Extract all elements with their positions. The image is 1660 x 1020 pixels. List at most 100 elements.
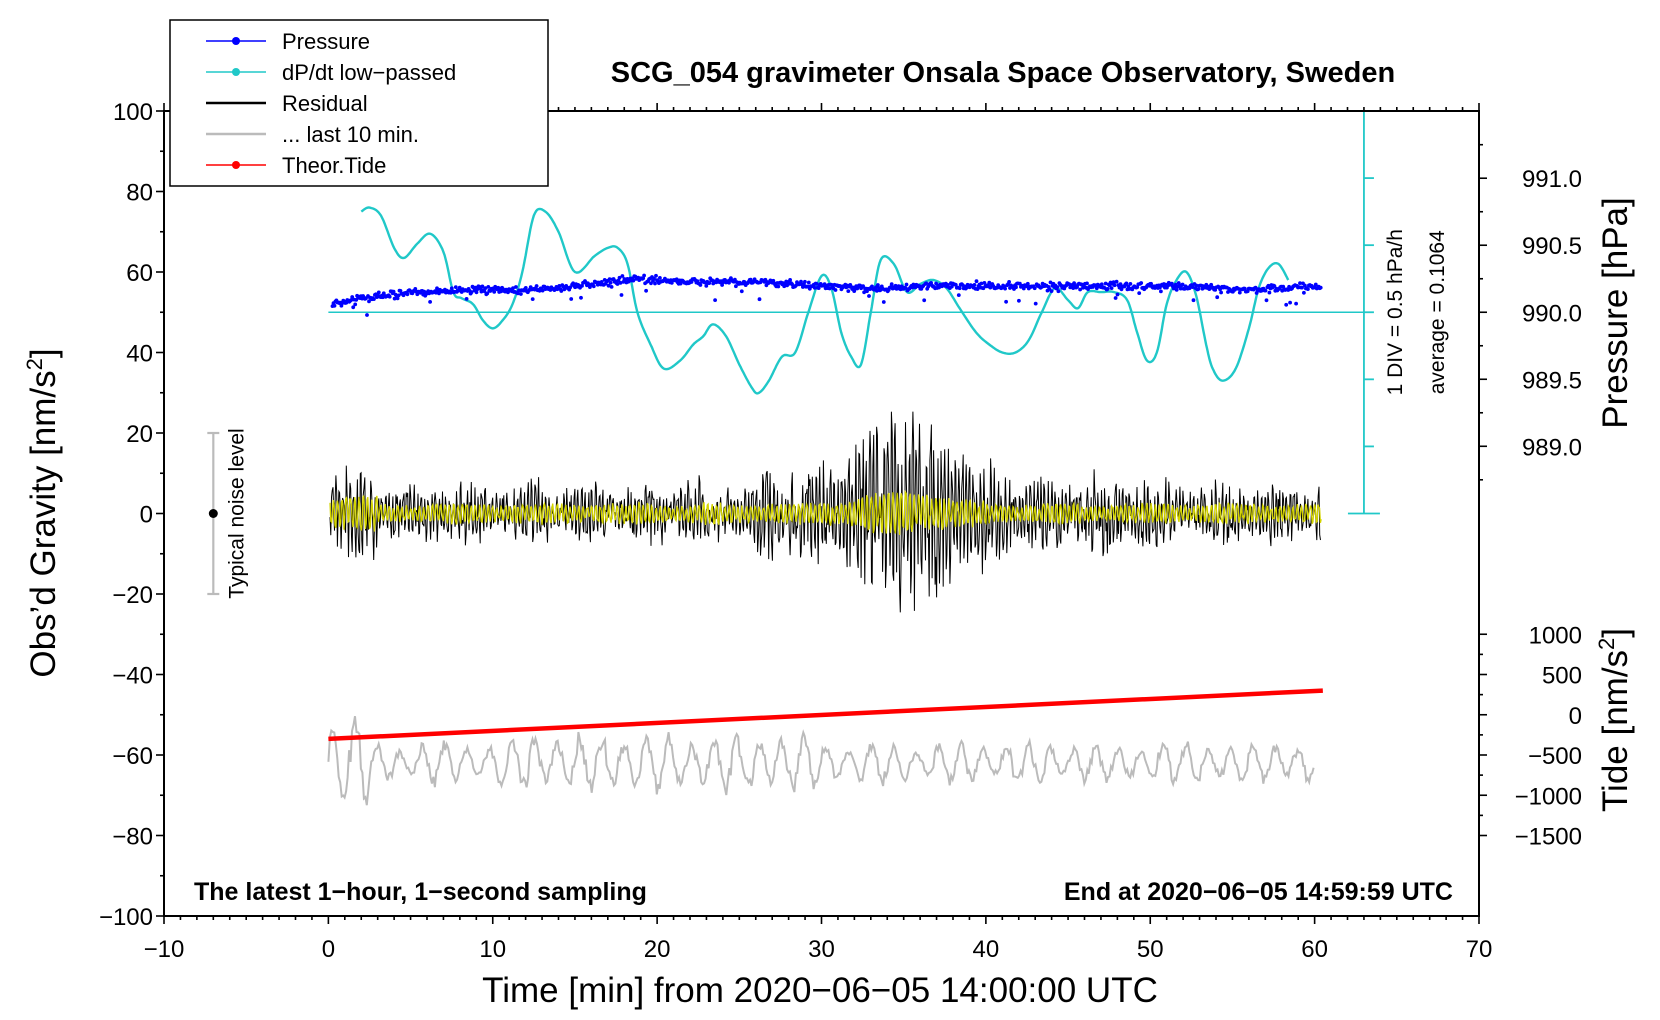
pressure-point	[618, 281, 623, 285]
pressure-point	[579, 295, 583, 300]
pressure-point	[1111, 280, 1116, 284]
tide-layer	[328, 688, 1323, 742]
pressure-point	[846, 289, 851, 293]
pressure-point	[591, 284, 596, 289]
pressure-point	[469, 290, 474, 295]
y-tick-label: 40	[126, 341, 153, 368]
pressure-point	[1014, 285, 1018, 290]
legend-label: ... last 10 min.	[282, 122, 419, 147]
pressure-point	[453, 285, 458, 289]
x-axis-title: Time [min] from 2020−06−05 14:00:00 UTC	[482, 971, 1158, 1010]
pressure-point	[1196, 287, 1201, 291]
pressure-tick-label: 989.5	[1522, 367, 1582, 394]
pressure-point	[1137, 291, 1142, 295]
pressure-tick-label: 991.0	[1522, 166, 1582, 193]
pressure-point	[1302, 290, 1306, 295]
pressure-point	[1300, 285, 1304, 290]
pressure-point	[568, 285, 573, 290]
pressure-point	[1025, 281, 1030, 286]
pressure-point	[674, 277, 679, 282]
tide-tick-label: −500	[1528, 743, 1582, 770]
residual-layer	[329, 411, 1322, 613]
dpdt-series-line	[360, 206, 1290, 395]
pressure-point	[580, 284, 584, 288]
pressure-point	[1180, 282, 1185, 287]
pressure-point	[1003, 286, 1007, 291]
pressure-point	[367, 299, 371, 304]
x-tick-label: 50	[1137, 936, 1164, 963]
pressure-point	[1267, 290, 1272, 295]
last-10-min-series-line	[327, 716, 1315, 806]
pressure-tick-label: 989.0	[1522, 434, 1582, 461]
y-axis-title: Obs’d Gravity [nm/s2]	[22, 348, 63, 677]
pressure-point	[392, 296, 397, 301]
pressure-point	[1085, 281, 1089, 286]
pressure-point	[788, 278, 792, 282]
pressure-point	[1103, 281, 1108, 286]
y-tick-label: −100	[99, 904, 153, 931]
pressure-point	[395, 296, 400, 301]
noise-label: Typical noise level	[225, 428, 248, 598]
y-tick-label: −60	[112, 743, 153, 770]
pressure-point	[1178, 286, 1183, 291]
pressure-point	[1298, 281, 1302, 285]
y-tick-label: 0	[140, 502, 153, 529]
pressure-point	[511, 286, 515, 291]
pressure-point	[492, 290, 497, 294]
pressure-point	[519, 292, 523, 296]
pressure-point	[707, 281, 712, 285]
pressure-point	[654, 273, 658, 278]
pressure-point	[748, 277, 753, 282]
pressure-point	[806, 280, 811, 285]
pressure-point	[1114, 279, 1119, 284]
pressure-point	[812, 286, 817, 290]
pressure-point	[1056, 289, 1061, 294]
pressure-point	[972, 283, 977, 287]
pressure-point	[1033, 301, 1038, 306]
pressure-point	[757, 297, 762, 302]
pressure-point	[889, 282, 894, 287]
tide-tick-label: −1500	[1515, 824, 1582, 851]
pressure-point	[350, 295, 355, 299]
pressure-point	[1264, 298, 1269, 303]
pressure-point	[904, 282, 909, 287]
pressure-point	[698, 283, 703, 287]
pressure-point	[1081, 285, 1085, 290]
pressure-point	[1107, 283, 1112, 288]
pressure-point	[881, 300, 886, 304]
pressure-point	[1318, 285, 1323, 290]
y-tick-label: 20	[126, 421, 153, 448]
pressure-point	[516, 291, 520, 296]
pressure-point	[1286, 288, 1291, 292]
noise-center-dot	[208, 509, 218, 518]
pressure-point	[1294, 301, 1298, 306]
pressure-point	[833, 288, 838, 292]
pressure-axis: 991.0 990.5 990.0 989.5 989.0	[1479, 143, 1582, 481]
pressure-point	[1007, 280, 1011, 284]
pressure-point	[652, 276, 656, 281]
pressure-point	[615, 282, 620, 286]
pressure-point	[1303, 283, 1307, 288]
pressure-point	[653, 281, 657, 286]
x-tick-label: 60	[1301, 936, 1328, 963]
legend-label: Pressure	[282, 29, 370, 54]
x-tick-label: 40	[973, 936, 1000, 963]
legend-label: Theor.Tide	[282, 153, 386, 178]
pressure-point	[1194, 283, 1199, 288]
y-axis: 100 80 60 40 20 0 −20 −40 −60 −80 −100	[99, 99, 164, 931]
pressure-point	[485, 291, 490, 296]
pressure-point	[1105, 287, 1110, 291]
pressure-point	[480, 284, 485, 289]
pressure-point	[704, 284, 709, 288]
pressure-point	[351, 305, 356, 310]
pressure-point	[957, 286, 962, 291]
y-tick-label: −40	[112, 663, 153, 690]
legend-label: dP/dt low−passed	[282, 60, 456, 85]
x-tick-label: 30	[808, 936, 835, 963]
pressure-point	[449, 286, 454, 291]
pressure-point	[606, 283, 611, 288]
pressure-point	[876, 283, 880, 287]
pressure-point	[713, 298, 717, 302]
pressure-point	[1124, 281, 1129, 286]
